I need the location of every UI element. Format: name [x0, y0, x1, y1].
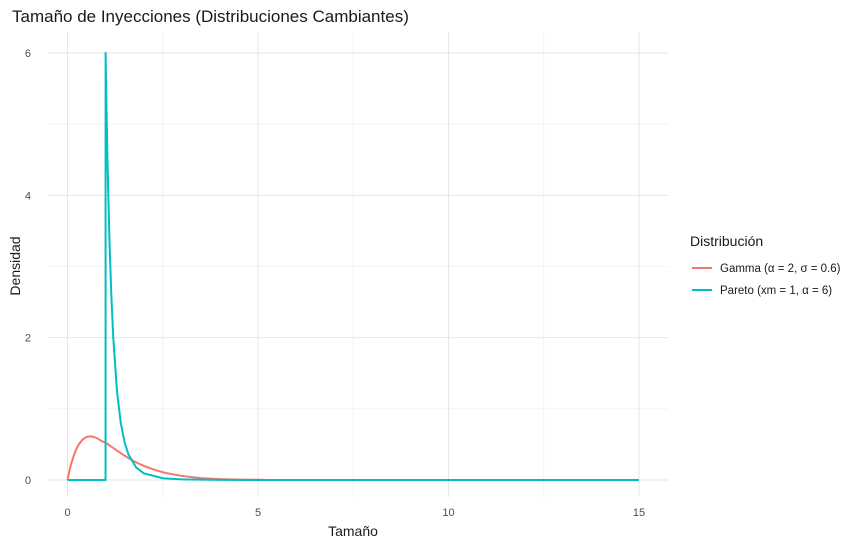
y-tick-label: 2	[25, 333, 31, 345]
legend-title: Distribución	[690, 233, 763, 249]
x-tick-label: 5	[255, 507, 261, 519]
legend-items: Gamma (α = 2, σ = 0.6) Pareto (xm = 1, α …	[692, 263, 841, 297]
y-tick-label: 6	[25, 48, 31, 60]
y-tick-label: 4	[25, 190, 31, 202]
x-tick-label: 0	[64, 507, 70, 519]
y-tick-label: 0	[25, 475, 31, 487]
legend: Distribución Gamma (α = 2, σ = 0.6) Paret…	[690, 233, 841, 297]
series-line-0	[66, 435, 266, 481]
y-axis-title: Densidad	[7, 236, 23, 295]
chart-title: Tamaño de Inyecciones (Distribuciones Ca…	[12, 7, 409, 26]
legend-label-1: Pareto (xm = 1, α = 6)	[720, 285, 832, 297]
series-lines	[66, 52, 639, 481]
grid	[48, 32, 668, 497]
legend-label-0: Gamma (α = 2, σ = 0.6)	[720, 263, 841, 275]
x-tick-label: 10	[442, 507, 454, 519]
tick-labels: 0 5 10 15 0 2 4 6	[25, 48, 645, 519]
x-tick-label: 15	[633, 507, 645, 519]
series-line-1	[67, 52, 639, 481]
x-axis-title: Tamaño	[328, 523, 378, 539]
